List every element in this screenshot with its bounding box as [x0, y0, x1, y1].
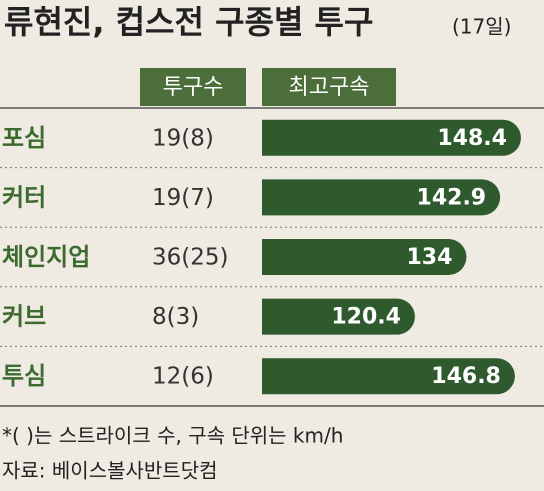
- row-label: 투심: [2, 362, 46, 390]
- footnote: *( )는 스트라이크 수, 구속 단위는 km/h: [2, 424, 343, 448]
- bar: [262, 239, 467, 275]
- row-label: 커터: [2, 183, 46, 211]
- row-label: 포심: [2, 124, 46, 152]
- pitch-count: 19(7): [152, 185, 214, 211]
- row-label: 체인지업: [2, 243, 90, 271]
- chart-title: 류현진, 컵스전 구종별 투구: [4, 3, 373, 41]
- value-label: 134: [406, 245, 452, 270]
- value-label: 146.8: [431, 364, 501, 389]
- bar: [262, 179, 501, 216]
- pitch-count: 36(25): [152, 245, 228, 271]
- chart-subtitle: (17일): [452, 15, 511, 39]
- pitch-count: 19(8): [152, 125, 214, 151]
- source: 자료: 베이스볼사반트닷컴: [2, 459, 218, 483]
- value-label: 120.4: [331, 305, 401, 330]
- column-header-box: [140, 68, 246, 106]
- column-header: 최고구속: [289, 75, 370, 100]
- column-header-box: [262, 68, 396, 106]
- value-label: 142.9: [417, 185, 487, 210]
- bar: [262, 358, 515, 395]
- bar: [262, 119, 521, 156]
- value-label: 148.4: [437, 126, 507, 151]
- row-label: 커브: [2, 303, 46, 331]
- column-header: 투구수: [163, 75, 224, 100]
- pitch-count: 8(3): [152, 304, 199, 330]
- pitch-count: 12(6): [152, 364, 214, 390]
- bar: [262, 298, 415, 335]
